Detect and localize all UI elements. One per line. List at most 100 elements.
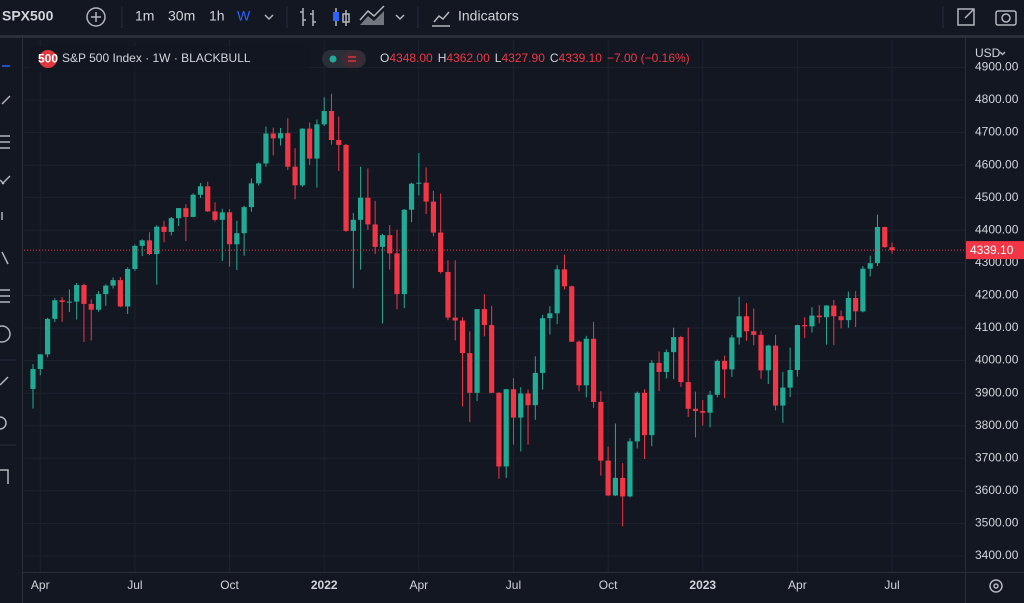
- legend-title[interactable]: S&P 500 Index · 1W · BLACKBULL: [62, 51, 251, 65]
- candle-body: [598, 401, 604, 461]
- y-tick-label: 4100.00: [975, 320, 1019, 334]
- legend-status: [322, 50, 366, 68]
- candle-body: [176, 208, 182, 219]
- candle-body: [518, 393, 524, 418]
- candle-body: [314, 124, 320, 159]
- candle-body: [540, 318, 546, 373]
- candle-body: [459, 320, 466, 354]
- symbol-logo: [39, 50, 57, 68]
- candle-body: [190, 194, 196, 217]
- y-tick-label: 3400.00: [975, 548, 1019, 562]
- x-tick-label: 2023: [689, 578, 716, 592]
- candle-body: [743, 316, 750, 332]
- candle-body: [758, 334, 764, 371]
- candle-body: [547, 313, 553, 319]
- grid: [24, 40, 965, 572]
- candle-body: [452, 317, 458, 321]
- snapshot-icon[interactable]: [995, 10, 1017, 26]
- candle-body: [219, 212, 225, 220]
- legend-label: L: [495, 51, 502, 65]
- currency[interactable]: USD: [975, 46, 1001, 60]
- y-tick-label: 4400.00: [975, 222, 1019, 236]
- candle-body: [263, 133, 269, 164]
- candle-body: [248, 183, 254, 208]
- toolbar: [0, 0, 1024, 36]
- add-symbol[interactable]: [86, 7, 106, 27]
- legend-bg: [30, 46, 310, 72]
- candle-body: [44, 318, 51, 355]
- candle-body: [671, 337, 677, 353]
- candle-body: [620, 477, 626, 497]
- y-tick-label: 4500.00: [975, 190, 1019, 204]
- candle-body: [612, 477, 618, 496]
- settings-icon[interactable]: [989, 579, 1003, 593]
- x-tick-label: Oct: [220, 578, 239, 592]
- legend-value: 4348.00: [389, 51, 433, 65]
- currency-dropdown[interactable]: [999, 51, 1006, 56]
- bars-icon[interactable]: [300, 8, 316, 26]
- indicators-icon[interactable]: [432, 11, 450, 27]
- candle-body: [736, 316, 742, 338]
- interval-dropdown[interactable]: [264, 14, 274, 21]
- left-toolbar: [0, 38, 22, 603]
- candle-body: [787, 370, 793, 388]
- indicators[interactable]: Indicators: [458, 8, 519, 24]
- candle-body: [714, 360, 720, 395]
- y-tick-label: 3800.00: [975, 418, 1019, 432]
- candle-body: [358, 197, 364, 220]
- candle-body: [103, 285, 109, 295]
- legend-change: −7.00 (−0.16%): [607, 51, 690, 65]
- chart-type-dropdown[interactable]: [395, 14, 405, 21]
- area-icon[interactable]: [359, 5, 385, 25]
- candles-icon[interactable]: [333, 8, 350, 26]
- candle-body: [430, 201, 436, 233]
- candle-body: [95, 294, 102, 310]
- candle-body: [882, 226, 888, 248]
- candle-body: [66, 301, 72, 303]
- candle-body: [474, 309, 480, 393]
- x-tick-label: 2022: [311, 578, 338, 592]
- symbol-logo-text: 500: [38, 52, 58, 66]
- candle-body: [867, 263, 873, 269]
- interval[interactable]: 1h: [209, 8, 225, 24]
- candle-body: [350, 219, 356, 231]
- candle-body: [772, 345, 779, 406]
- candle-body: [816, 315, 822, 318]
- fullscreen-icon[interactable]: [957, 8, 975, 26]
- candle-body: [256, 163, 262, 184]
- symbol[interactable]: SPX500: [2, 8, 54, 24]
- candle-body: [307, 128, 313, 159]
- x-tick-label: Jul: [127, 578, 142, 592]
- interval[interactable]: 1m: [135, 8, 154, 24]
- candle-body: [52, 300, 58, 319]
- y-tick-label: 4700.00: [975, 125, 1019, 139]
- candle-body: [503, 389, 509, 467]
- candle-body: [656, 362, 662, 372]
- candle-body: [408, 183, 415, 210]
- candle-body: [183, 208, 189, 217]
- candle-body: [685, 382, 691, 409]
- candle-body: [692, 408, 699, 412]
- interval[interactable]: 30m: [168, 8, 195, 24]
- y-tick-label: 3700.00: [975, 450, 1019, 464]
- candle-body: [343, 144, 349, 231]
- candle-body: [212, 211, 218, 220]
- axes: 3400.00 3500.00 3600.00 3700.00 3800.00 3900.…: [24, 60, 1024, 592]
- candle-body: [794, 325, 800, 371]
- tool-icons[interactable]: [0, 65, 11, 484]
- candle-body: [321, 111, 327, 125]
- legend-value: 4327.90: [501, 51, 545, 65]
- candle-body: [525, 393, 531, 406]
- candle-body: [809, 315, 815, 327]
- candle-body: [270, 133, 276, 139]
- x-tick-label: Apr: [788, 578, 807, 592]
- candle-body: [328, 111, 335, 141]
- interval-active[interactable]: W: [237, 8, 251, 24]
- candle-body: [277, 133, 284, 139]
- candle-body: [583, 338, 589, 386]
- candle-body: [125, 269, 131, 307]
- candle-body: [634, 392, 640, 442]
- candle-body: [197, 186, 204, 195]
